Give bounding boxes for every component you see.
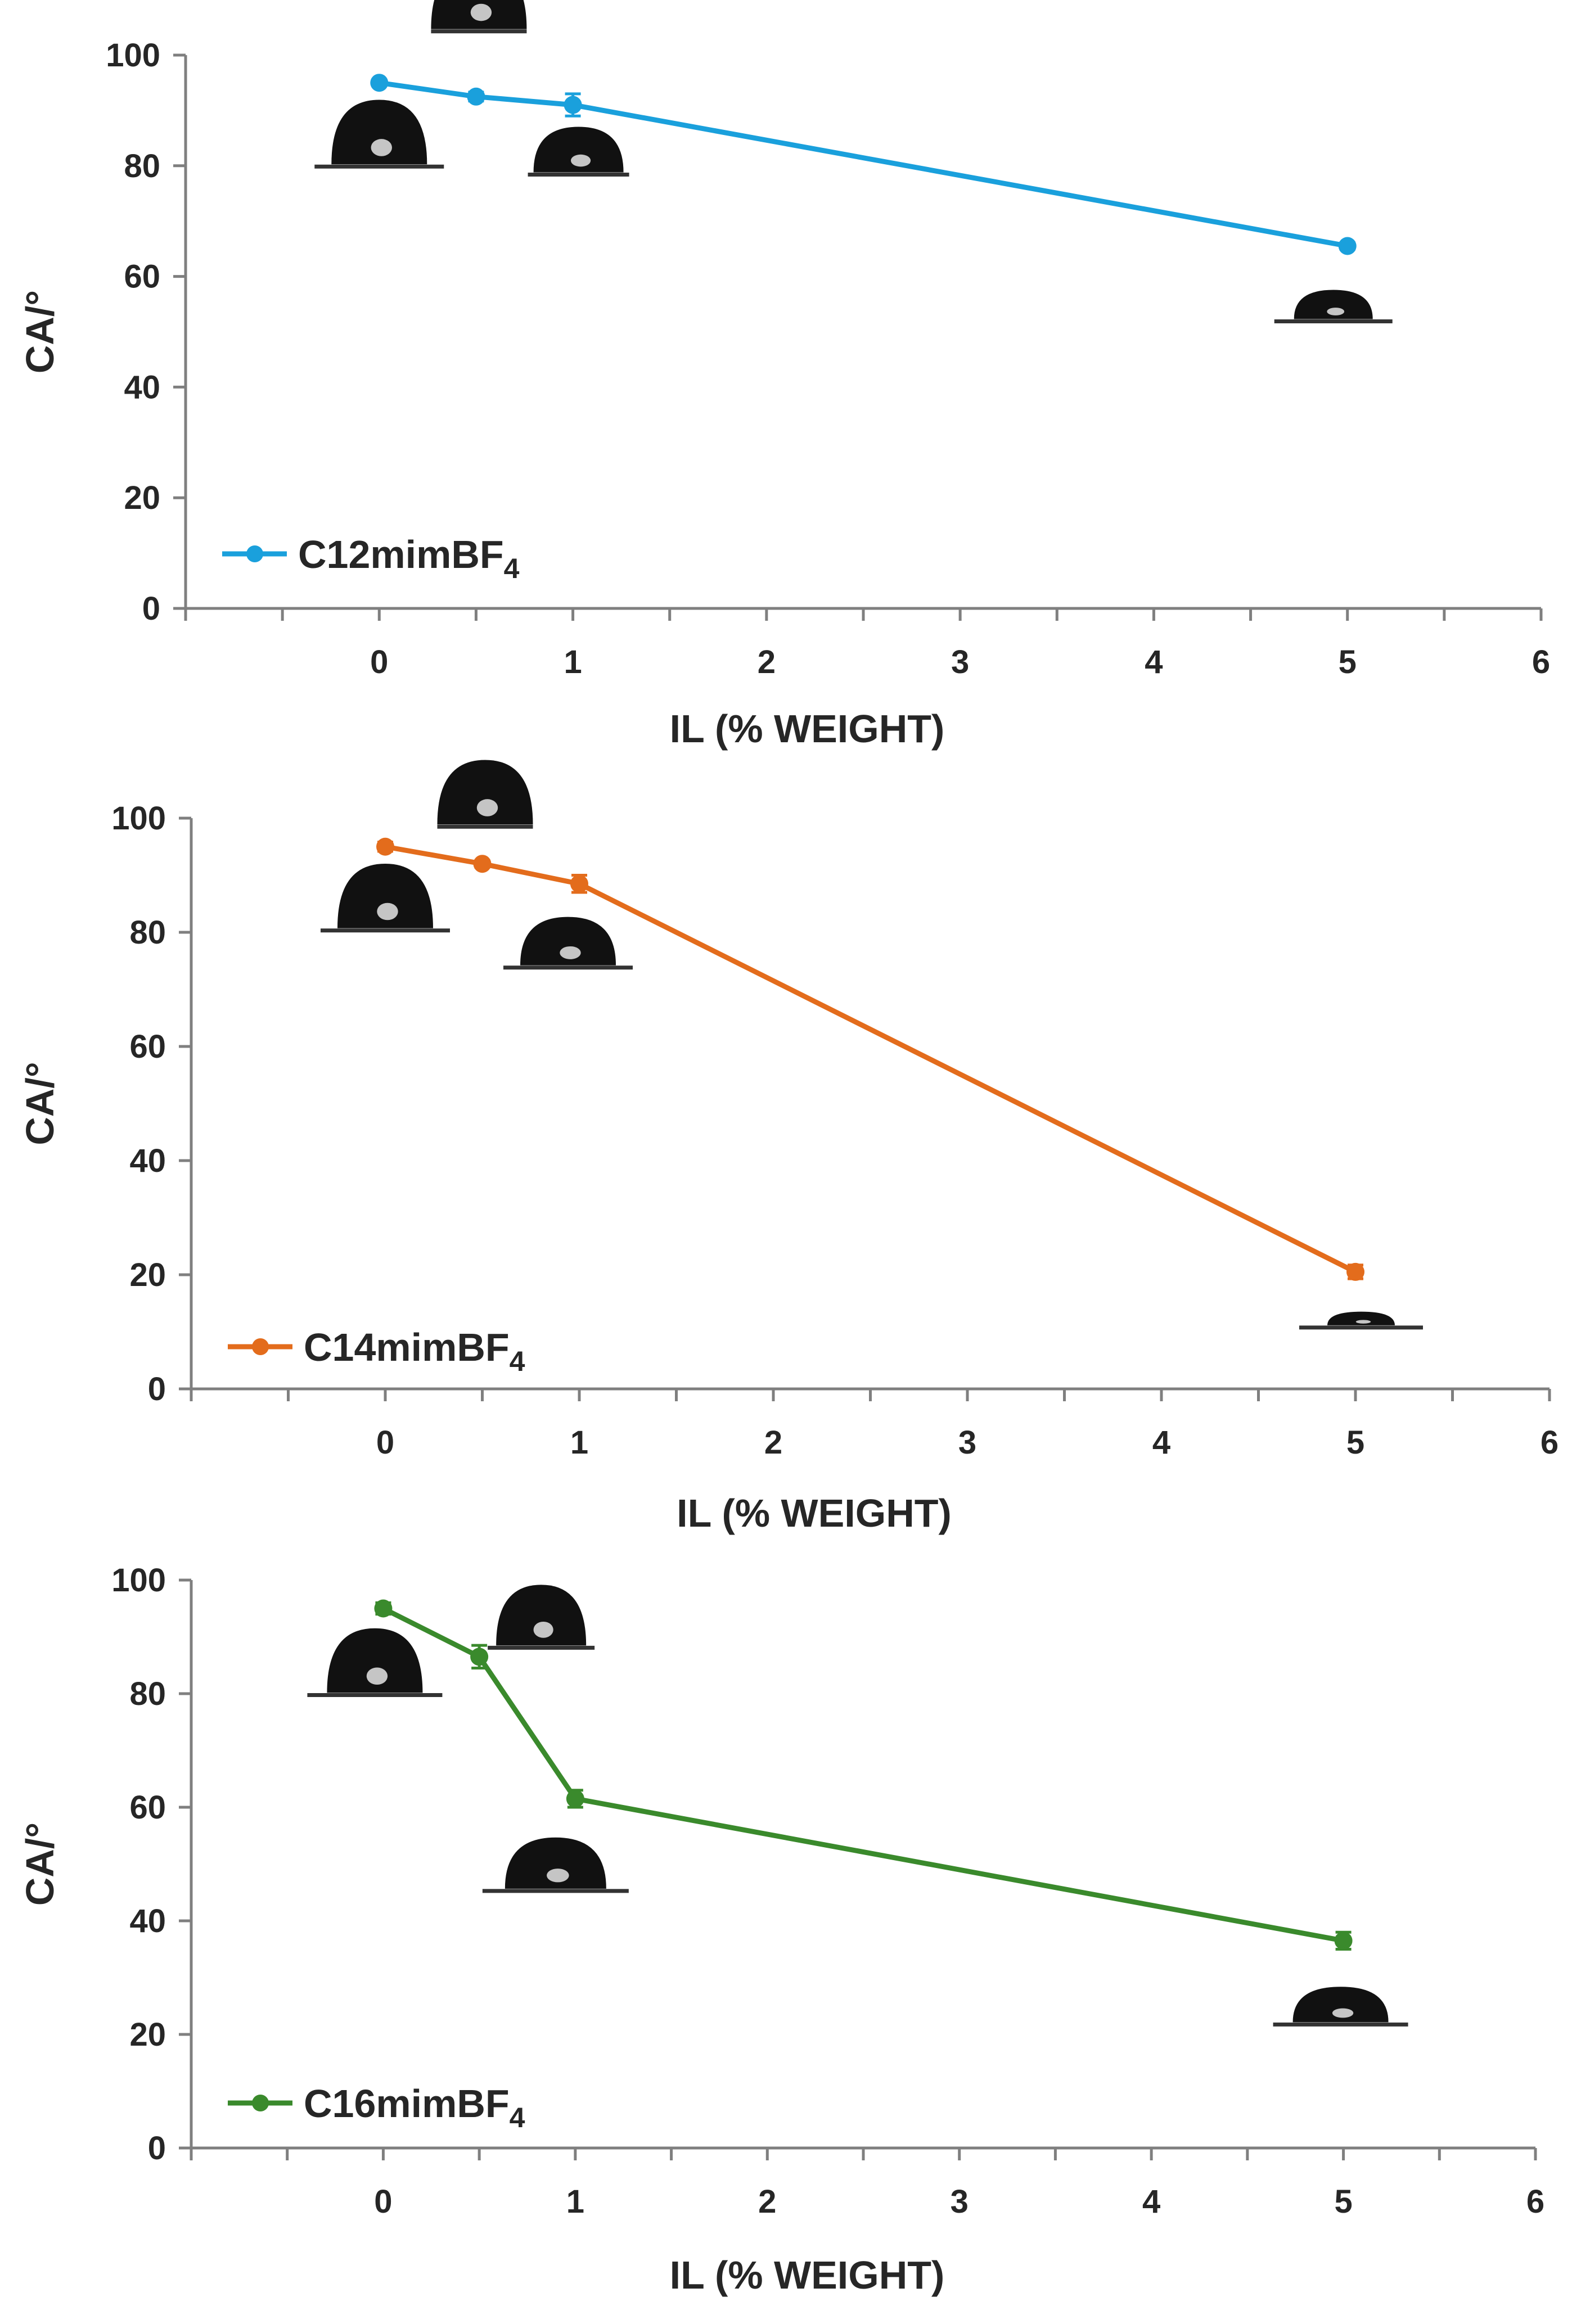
y-axis-title: CA/° (18, 1062, 62, 1145)
droplet-image (1274, 290, 1393, 323)
x-tick-label: 4 (1142, 2183, 1160, 2220)
x-tick-label: 6 (1532, 644, 1550, 680)
x-tick-label: 5 (1334, 2183, 1352, 2220)
droplet-image (1299, 1311, 1423, 1330)
y-tick-label: 20 (129, 2016, 166, 2053)
droplet-image (431, 0, 527, 34)
data-point (564, 96, 582, 114)
legend-label: C12mimBF4 (298, 533, 520, 584)
y-tick-label: 0 (142, 590, 160, 627)
y-tick-label: 0 (148, 1371, 166, 1407)
series-line (382, 1606, 1344, 1943)
data-point (470, 1648, 489, 1666)
y-tick-label: 20 (124, 480, 160, 516)
y-tick-label: 60 (129, 1789, 166, 1826)
x-tick-label: 2 (758, 644, 776, 680)
y-tick-label: 60 (124, 259, 160, 295)
data-point (473, 855, 492, 873)
x-tick-label: 6 (1526, 2183, 1544, 2220)
x-tick-label: 4 (1152, 1424, 1170, 1461)
x-tick-label: 6 (1541, 1424, 1559, 1461)
y-tick-label: 40 (129, 1143, 166, 1179)
y-axis-title: CA/° (18, 1822, 62, 1906)
x-tick-label: 0 (374, 2183, 392, 2220)
x-tick-label: 3 (951, 2183, 969, 2220)
droplet-image (314, 100, 444, 169)
data-point (1346, 1262, 1364, 1281)
droplet-image (482, 1837, 629, 1893)
series-line (385, 844, 1357, 1274)
data-point (1334, 1932, 1353, 1950)
x-axis-title: IL (% WEIGHT) (677, 1491, 952, 1535)
data-point (467, 87, 485, 106)
data-point (374, 1599, 393, 1618)
legend-swatch-marker (246, 545, 263, 562)
data-point (566, 1789, 584, 1808)
chart-panel-3: 0 20 40 60 80 100 0 1 2 3 4 5 6 IL (% WEIGHT) CA/° C16m… (18, 1562, 1544, 2297)
x-axis-title: IL (% WEIGHT) (670, 707, 945, 751)
x-tick-label: 0 (370, 644, 388, 680)
x-axis-title: IL (% WEIGHT) (670, 2253, 945, 2297)
x-tick-label: 4 (1145, 644, 1163, 680)
x-tick-label: 3 (951, 644, 969, 680)
data-point (570, 874, 588, 893)
droplet-image (307, 1628, 443, 1697)
y-tick-label: 60 (129, 1028, 166, 1065)
droplet-image (321, 864, 450, 933)
y-tick-label: 40 (124, 369, 160, 405)
legend-label: C16mimBF4 (304, 2082, 525, 2133)
droplet-image (503, 917, 633, 970)
x-tick-label: 0 (376, 1424, 394, 1461)
chart-panel-1: 0 20 40 60 80 100 0 1 2 3 4 5 6 IL (% WEIGHT) CA/° C12m… (18, 0, 1550, 751)
y-tick-label: 80 (124, 148, 160, 184)
x-tick-label: 1 (566, 2183, 584, 2220)
x-tick-label: 1 (564, 644, 582, 680)
legend-swatch-marker (252, 2095, 269, 2111)
x-tick-label: 5 (1346, 1424, 1364, 1461)
droplet-image (1273, 1987, 1408, 2027)
x-tick-label: 3 (958, 1424, 976, 1461)
y-tick-label: 100 (111, 800, 166, 837)
droplet-image (488, 1585, 595, 1650)
x-tick-label: 2 (764, 1424, 782, 1461)
legend: C14mimBF4 (228, 1325, 525, 1377)
data-point (1338, 237, 1357, 255)
series-line (379, 80, 1348, 249)
y-tick-label: 100 (106, 37, 160, 74)
y-tick-label: 80 (129, 914, 166, 951)
data-point (370, 74, 389, 92)
chart-panel-2: 0 20 40 60 80 100 0 1 2 3 4 5 6 IL (% WEIGHT) CA/° C14m… (18, 760, 1559, 1535)
legend-swatch-marker (252, 1338, 269, 1355)
y-tick-label: 80 (129, 1676, 166, 1712)
x-tick-label: 5 (1339, 644, 1357, 680)
y-tick-label: 20 (129, 1257, 166, 1293)
y-tick-label: 100 (111, 1562, 166, 1599)
legend: C16mimBF4 (228, 2082, 525, 2133)
droplet-image (528, 127, 629, 177)
droplet-image (437, 760, 533, 829)
x-tick-label: 2 (758, 2183, 776, 2220)
data-point (376, 837, 394, 856)
x-tick-label: 1 (570, 1424, 588, 1461)
legend-label: C14mimBF4 (304, 1325, 525, 1377)
y-axis-title: CA/° (18, 290, 62, 374)
legend: C12mimBF4 (222, 533, 520, 584)
y-tick-label: 40 (129, 1903, 166, 1939)
y-tick-label: 0 (148, 2130, 166, 2167)
